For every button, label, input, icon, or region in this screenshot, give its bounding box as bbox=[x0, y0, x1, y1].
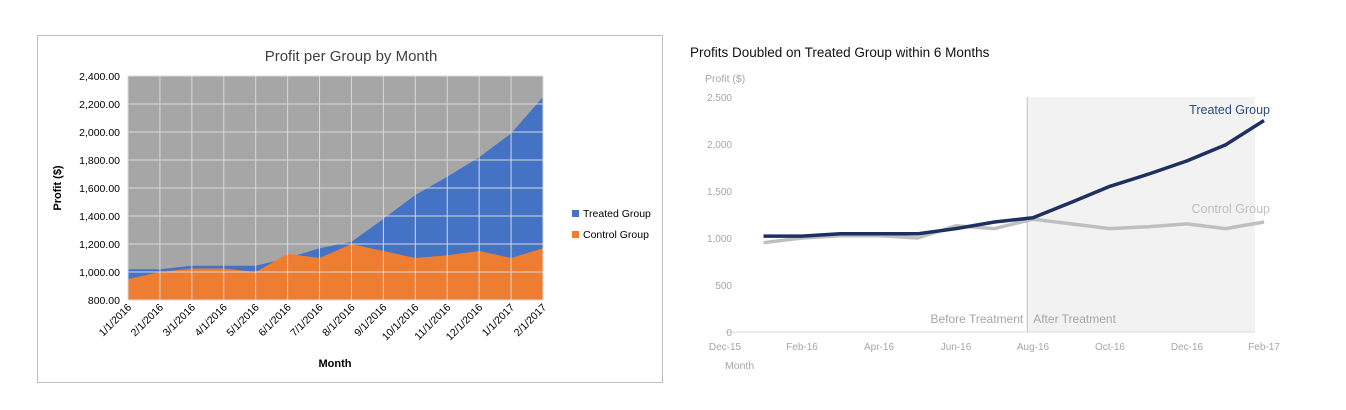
x-tick-label: 6/1/2016 bbox=[256, 302, 293, 339]
x-tick-label: Feb-16 bbox=[786, 342, 818, 353]
x-tick-label: 1/1/2016 bbox=[97, 302, 134, 339]
x-tick-label: 2/1/2016 bbox=[129, 302, 166, 339]
y-tick-label: 0 bbox=[726, 328, 732, 339]
y-tick-label: 2,500 bbox=[707, 93, 732, 104]
y-tick-label: 1,800.00 bbox=[79, 155, 120, 167]
control-line bbox=[763, 217, 1265, 245]
y-tick-label: 800.00 bbox=[88, 295, 120, 307]
y-tick-label: 500 bbox=[715, 281, 732, 292]
right-line-chart: Profit ($) 0 500 1,000 1,500 2,000 2,500 Dec-15… bbox=[705, 73, 1280, 372]
y-tick-label: 1,500 bbox=[707, 187, 732, 198]
x-tick-label: 7/1/2016 bbox=[288, 302, 325, 339]
x-tick-label: Dec-16 bbox=[1171, 342, 1204, 353]
x-tick-label: Dec-15 bbox=[709, 342, 742, 353]
right-chart-panel: Profit ($) 0 500 1,000 1,500 2,000 2,500 Dec-15… bbox=[680, 35, 1320, 385]
treated-area bbox=[128, 97, 543, 300]
x-tick-label: 4/1/2016 bbox=[193, 302, 230, 339]
y-tick-label: 2,000 bbox=[707, 140, 732, 151]
treated-line bbox=[763, 119, 1265, 238]
y-tick-label: 1,600.00 bbox=[79, 183, 120, 195]
legend-label: Treated Group bbox=[583, 208, 651, 220]
x-tick-label: Apr-16 bbox=[864, 342, 894, 353]
y-tick-label: 1,000.00 bbox=[79, 267, 120, 279]
legend-swatch bbox=[572, 210, 579, 217]
y-tick-label: 2,200.00 bbox=[79, 99, 120, 111]
left-area-chart: 800.00 1,000.00 1,200.00 1,400.00 1,600.00 1,… bbox=[52, 71, 651, 370]
y-tick-label: 1,200.00 bbox=[79, 239, 120, 251]
x-tick-label: Aug-16 bbox=[1017, 342, 1050, 353]
x-tick-label: Jun-16 bbox=[941, 342, 972, 353]
y-axis-title: Profit ($) bbox=[705, 73, 745, 85]
before-treatment-label: Before Treatment bbox=[931, 312, 1024, 326]
x-tick-label: 1/1/2017 bbox=[480, 302, 517, 339]
x-tick-label: 2/1/2017 bbox=[512, 302, 549, 339]
legend-swatch bbox=[572, 231, 579, 238]
x-tick-label: 5/1/2016 bbox=[224, 302, 261, 339]
x-tick-label: Oct-16 bbox=[1095, 342, 1125, 353]
control-series-label: Control Group bbox=[1191, 202, 1270, 216]
x-axis-title: Month bbox=[319, 358, 352, 370]
treated-series-label: Treated Group bbox=[1189, 103, 1270, 117]
x-tick-label: Feb-17 bbox=[1248, 342, 1280, 353]
legend-label: Control Group bbox=[583, 229, 649, 241]
x-axis-title: Month bbox=[725, 360, 754, 372]
y-tick-label: 1,000 bbox=[707, 234, 732, 245]
left-chart-panel: 800.00 1,000.00 1,200.00 1,400.00 1,600.00 1,… bbox=[37, 35, 663, 383]
x-tick-label: 8/1/2016 bbox=[320, 302, 357, 339]
after-treatment-shading bbox=[1027, 97, 1255, 332]
left-chart-title: Profit per Group by Month bbox=[264, 48, 438, 65]
right-chart-title: Profits Doubled on Treated Group within … bbox=[690, 45, 990, 60]
y-axis-title: Profit ($) bbox=[52, 165, 64, 211]
y-tick-label: 2,000.00 bbox=[79, 127, 120, 139]
after-treatment-label: After Treatment bbox=[1033, 312, 1116, 326]
y-tick-label: 1,400.00 bbox=[79, 211, 120, 223]
x-tick-label: 3/1/2016 bbox=[161, 302, 198, 339]
y-tick-label: 2,400.00 bbox=[79, 71, 120, 83]
